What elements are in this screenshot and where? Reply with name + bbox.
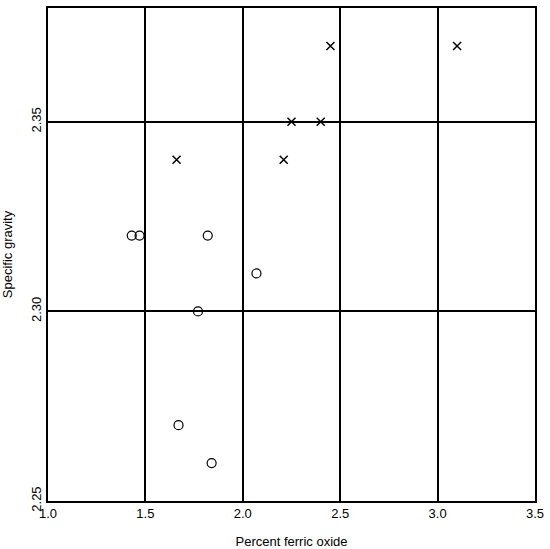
svg-text:1.0: 1.0 — [39, 506, 57, 521]
svg-text:3.5: 3.5 — [526, 506, 544, 521]
svg-text:2.5: 2.5 — [331, 506, 349, 521]
svg-text:Specific gravity: Specific gravity — [0, 210, 15, 298]
svg-text:2.30: 2.30 — [29, 297, 44, 322]
svg-text:Percent ferric oxide: Percent ferric oxide — [236, 534, 348, 549]
svg-text:2.0: 2.0 — [234, 506, 252, 521]
svg-text:3.0: 3.0 — [429, 506, 447, 521]
svg-text:2.35: 2.35 — [29, 107, 44, 132]
svg-text:2.25: 2.25 — [29, 486, 44, 511]
svg-text:1.5: 1.5 — [136, 506, 154, 521]
